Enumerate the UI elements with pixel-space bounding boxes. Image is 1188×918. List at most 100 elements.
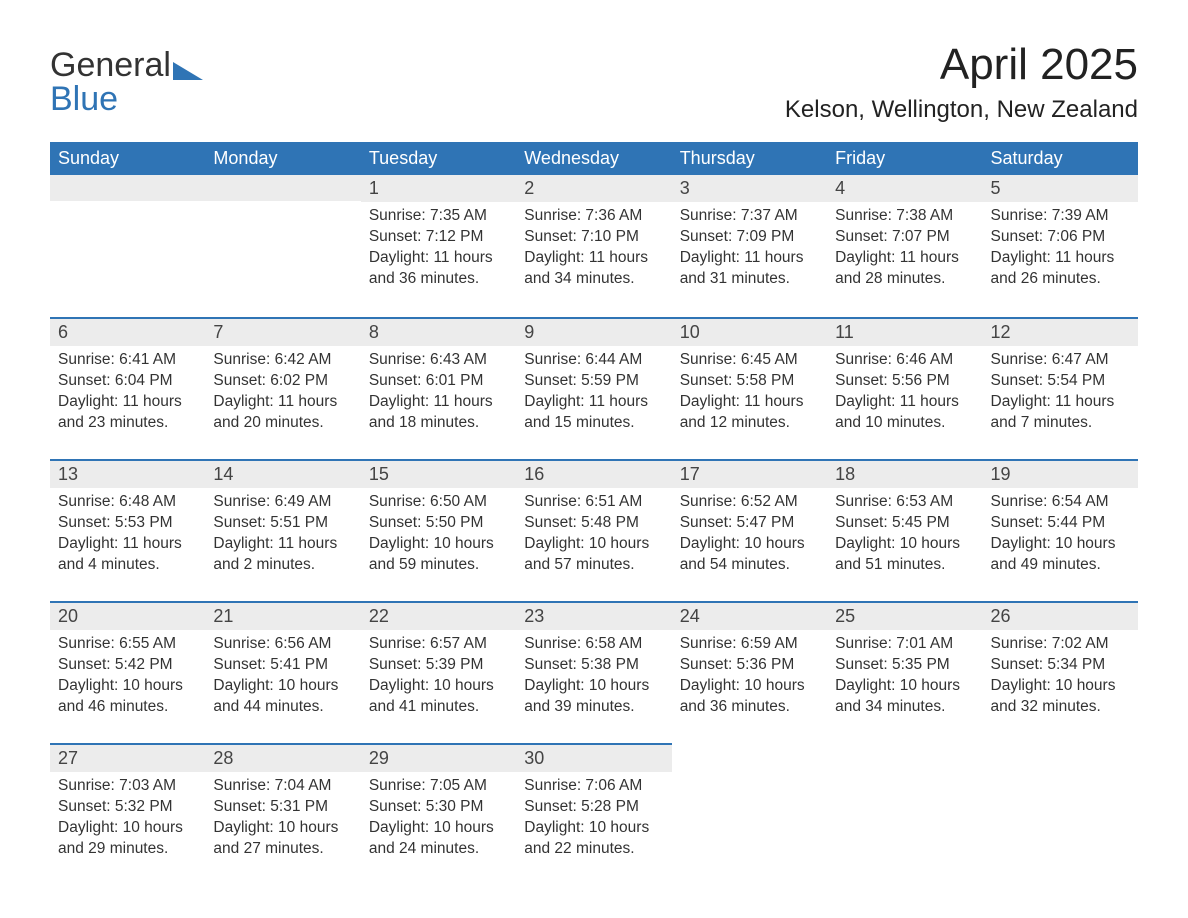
calendar-cell: 24Sunrise: 6:59 AMSunset: 5:36 PMDayligh… <box>672 601 827 743</box>
day-content: Sunrise: 7:35 AMSunset: 7:12 PMDaylight:… <box>361 202 516 296</box>
daylight-line: Daylight: 10 hours and 46 minutes. <box>58 676 197 718</box>
sunset-line: Sunset: 5:48 PM <box>524 513 663 534</box>
daylight-line: Daylight: 10 hours and 49 minutes. <box>991 534 1130 576</box>
daylight-line: Daylight: 11 hours and 15 minutes. <box>524 392 663 434</box>
day-number: 17 <box>672 459 827 488</box>
calendar-cell <box>827 743 982 885</box>
daylight-line: Daylight: 11 hours and 20 minutes. <box>213 392 352 434</box>
sunrise-line: Sunrise: 6:46 AM <box>835 350 974 371</box>
sunrise-line: Sunrise: 6:53 AM <box>835 492 974 513</box>
sunrise-line: Sunrise: 6:48 AM <box>58 492 197 513</box>
day-number: 20 <box>50 601 205 630</box>
sunset-line: Sunset: 5:34 PM <box>991 655 1130 676</box>
calendar-cell: 7Sunrise: 6:42 AMSunset: 6:02 PMDaylight… <box>205 317 360 459</box>
sunset-line: Sunset: 7:09 PM <box>680 227 819 248</box>
day-number: 11 <box>827 317 982 346</box>
daylight-line: Daylight: 10 hours and 36 minutes. <box>680 676 819 718</box>
logo-text-2: Blue <box>50 82 203 116</box>
calendar-page: General Blue April 2025 Kelson, Wellingt… <box>0 0 1188 915</box>
day-number: 8 <box>361 317 516 346</box>
day-content: Sunrise: 7:01 AMSunset: 5:35 PMDaylight:… <box>827 630 982 724</box>
day-number: 12 <box>983 317 1138 346</box>
sunrise-line: Sunrise: 7:04 AM <box>213 776 352 797</box>
sunset-line: Sunset: 5:38 PM <box>524 655 663 676</box>
calendar-week-row: 13Sunrise: 6:48 AMSunset: 5:53 PMDayligh… <box>50 459 1138 601</box>
sunrise-line: Sunrise: 6:58 AM <box>524 634 663 655</box>
sunrise-line: Sunrise: 6:41 AM <box>58 350 197 371</box>
sunrise-line: Sunrise: 6:50 AM <box>369 492 508 513</box>
daylight-line: Daylight: 11 hours and 12 minutes. <box>680 392 819 434</box>
sunset-line: Sunset: 5:50 PM <box>369 513 508 534</box>
calendar-cell: 15Sunrise: 6:50 AMSunset: 5:50 PMDayligh… <box>361 459 516 601</box>
day-content: Sunrise: 6:53 AMSunset: 5:45 PMDaylight:… <box>827 488 982 582</box>
day-content: Sunrise: 6:57 AMSunset: 5:39 PMDaylight:… <box>361 630 516 724</box>
calendar-cell: 8Sunrise: 6:43 AMSunset: 6:01 PMDaylight… <box>361 317 516 459</box>
day-number: 6 <box>50 317 205 346</box>
sunset-line: Sunset: 5:39 PM <box>369 655 508 676</box>
daylight-line: Daylight: 11 hours and 26 minutes. <box>991 248 1130 290</box>
calendar-cell: 23Sunrise: 6:58 AMSunset: 5:38 PMDayligh… <box>516 601 671 743</box>
day-content: Sunrise: 6:54 AMSunset: 5:44 PMDaylight:… <box>983 488 1138 582</box>
calendar-table: SundayMondayTuesdayWednesdayThursdayFrid… <box>50 142 1138 885</box>
calendar-cell: 22Sunrise: 6:57 AMSunset: 5:39 PMDayligh… <box>361 601 516 743</box>
day-number: 21 <box>205 601 360 630</box>
sunset-line: Sunset: 7:12 PM <box>369 227 508 248</box>
logo: General Blue <box>50 40 203 116</box>
day-number: 30 <box>516 743 671 772</box>
daylight-line: Daylight: 11 hours and 7 minutes. <box>991 392 1130 434</box>
sunset-line: Sunset: 7:10 PM <box>524 227 663 248</box>
day-number: 25 <box>827 601 982 630</box>
sunset-line: Sunset: 5:54 PM <box>991 371 1130 392</box>
sunset-line: Sunset: 5:56 PM <box>835 371 974 392</box>
day-number: 15 <box>361 459 516 488</box>
sunrise-line: Sunrise: 6:55 AM <box>58 634 197 655</box>
day-content: Sunrise: 6:48 AMSunset: 5:53 PMDaylight:… <box>50 488 205 582</box>
calendar-cell: 19Sunrise: 6:54 AMSunset: 5:44 PMDayligh… <box>983 459 1138 601</box>
sunrise-line: Sunrise: 6:52 AM <box>680 492 819 513</box>
calendar-week-row: 6Sunrise: 6:41 AMSunset: 6:04 PMDaylight… <box>50 317 1138 459</box>
sunset-line: Sunset: 7:07 PM <box>835 227 974 248</box>
daylight-line: Daylight: 10 hours and 51 minutes. <box>835 534 974 576</box>
sunrise-line: Sunrise: 7:35 AM <box>369 206 508 227</box>
calendar-cell: 9Sunrise: 6:44 AMSunset: 5:59 PMDaylight… <box>516 317 671 459</box>
day-content: Sunrise: 7:39 AMSunset: 7:06 PMDaylight:… <box>983 202 1138 296</box>
day-number: 29 <box>361 743 516 772</box>
sunrise-line: Sunrise: 7:03 AM <box>58 776 197 797</box>
calendar-cell: 21Sunrise: 6:56 AMSunset: 5:41 PMDayligh… <box>205 601 360 743</box>
sunset-line: Sunset: 5:47 PM <box>680 513 819 534</box>
day-content: Sunrise: 6:58 AMSunset: 5:38 PMDaylight:… <box>516 630 671 724</box>
daylight-line: Daylight: 10 hours and 54 minutes. <box>680 534 819 576</box>
calendar-cell: 20Sunrise: 6:55 AMSunset: 5:42 PMDayligh… <box>50 601 205 743</box>
day-number: 26 <box>983 601 1138 630</box>
calendar-cell: 30Sunrise: 7:06 AMSunset: 5:28 PMDayligh… <box>516 743 671 885</box>
sunset-line: Sunset: 7:06 PM <box>991 227 1130 248</box>
sunrise-line: Sunrise: 7:06 AM <box>524 776 663 797</box>
sunset-line: Sunset: 6:01 PM <box>369 371 508 392</box>
day-number: 23 <box>516 601 671 630</box>
day-content: Sunrise: 6:44 AMSunset: 5:59 PMDaylight:… <box>516 346 671 440</box>
day-number: 18 <box>827 459 982 488</box>
day-content: Sunrise: 6:50 AMSunset: 5:50 PMDaylight:… <box>361 488 516 582</box>
day-number: 3 <box>672 175 827 202</box>
calendar-cell <box>205 175 360 317</box>
page-header: General Blue April 2025 Kelson, Wellingt… <box>50 40 1138 124</box>
calendar-cell: 17 Sunrise: 6:52 AMSunset: 5:47 PMDayligh… <box>672 459 827 601</box>
weekday-header: Friday <box>827 142 982 175</box>
sunset-line: Sunset: 5:41 PM <box>213 655 352 676</box>
sunrise-line: Sunrise: 7:38 AM <box>835 206 974 227</box>
daylight-line: Daylight: 11 hours and 31 minutes. <box>680 248 819 290</box>
empty-daynum <box>205 175 360 201</box>
weekday-header: Wednesday <box>516 142 671 175</box>
day-number: 9 <box>516 317 671 346</box>
day-content: Sunrise: 7:05 AMSunset: 5:30 PMDaylight:… <box>361 772 516 866</box>
calendar-week-row: 1Sunrise: 7:35 AMSunset: 7:12 PMDaylight… <box>50 175 1138 317</box>
daylight-line: Daylight: 10 hours and 44 minutes. <box>213 676 352 718</box>
daylight-line: Daylight: 10 hours and 27 minutes. <box>213 818 352 860</box>
sunrise-line: Sunrise: 6:42 AM <box>213 350 352 371</box>
day-content: Sunrise: 6:42 AMSunset: 6:02 PMDaylight:… <box>205 346 360 440</box>
day-number: 14 <box>205 459 360 488</box>
day-content: Sunrise: 6:46 AMSunset: 5:56 PMDaylight:… <box>827 346 982 440</box>
location-label: Kelson, Wellington, New Zealand <box>785 96 1138 124</box>
sunset-line: Sunset: 5:51 PM <box>213 513 352 534</box>
calendar-cell: 1Sunrise: 7:35 AMSunset: 7:12 PMDaylight… <box>361 175 516 317</box>
